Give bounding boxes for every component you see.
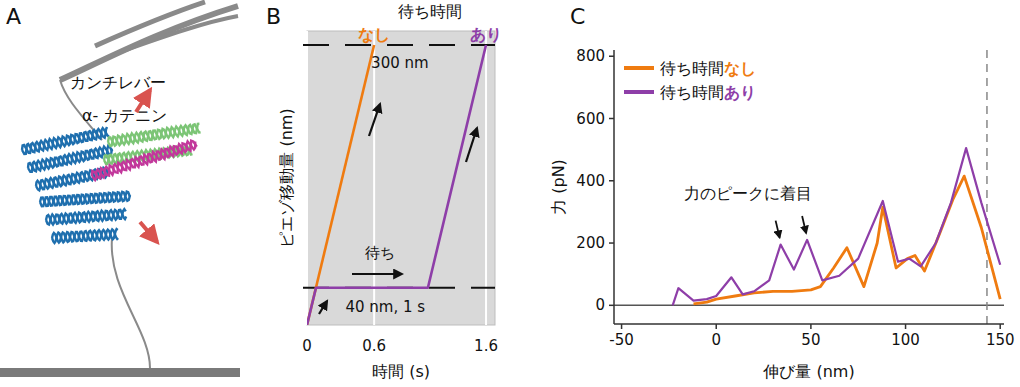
panel-letter: B bbox=[266, 4, 281, 29]
series-group bbox=[307, 45, 486, 325]
tick bbox=[810, 324, 812, 329]
tick-label: 400 bbox=[576, 172, 605, 190]
tick-label: 0 bbox=[711, 331, 721, 349]
arrow bbox=[369, 104, 380, 136]
annotation-arrow bbox=[802, 216, 806, 233]
helix bbox=[28, 146, 112, 171]
tick bbox=[621, 324, 623, 329]
tick bbox=[609, 242, 614, 244]
legend-entry: 待ち時間あり bbox=[660, 83, 756, 102]
panel-a: A カンチレバー α- カテニン bbox=[0, 2, 240, 377]
cantilever bbox=[60, 6, 238, 80]
tick-label: 1.6 bbox=[474, 337, 498, 355]
legend-swatch bbox=[624, 90, 654, 94]
axis-title: 伸び量 (nm) bbox=[762, 362, 854, 381]
annotation-arrow bbox=[776, 221, 780, 238]
substrate bbox=[0, 368, 240, 377]
grid-line bbox=[373, 31, 375, 325]
tick bbox=[609, 305, 614, 307]
plot-area bbox=[307, 31, 495, 325]
tick bbox=[715, 324, 717, 329]
x-axis bbox=[614, 323, 1004, 325]
legend-text: なし bbox=[724, 59, 756, 78]
series-line bbox=[673, 148, 1001, 305]
annotation: 力のピークに着目 bbox=[684, 184, 812, 203]
panel-b: B なし あり待ち時間 300 nm 40 nm, 1 s 待ち 0 0.6 1.6 時間 (s)… bbox=[266, 2, 502, 381]
tick bbox=[999, 324, 1001, 329]
tick-label: 0 bbox=[595, 296, 605, 314]
cantilever bbox=[120, 16, 238, 52]
legend-text: 待ち時間 bbox=[660, 59, 724, 78]
tick-label: 200 bbox=[576, 234, 605, 252]
series-line bbox=[307, 45, 374, 325]
legend-text: あり bbox=[724, 83, 756, 102]
legend-title: 待ち時間 bbox=[398, 2, 462, 21]
tick-label: 50 bbox=[801, 331, 820, 349]
tick bbox=[609, 55, 614, 57]
panel-c: C-500501001500200400600800待ち時間なし待ち時間あり力の… bbox=[549, 4, 1015, 381]
helix bbox=[52, 229, 118, 243]
legend-entry: 待ち時間なし bbox=[660, 59, 756, 78]
tick-label: 100 bbox=[891, 331, 920, 349]
series-line bbox=[307, 45, 486, 325]
helix bbox=[46, 209, 126, 225]
panel-letter: C bbox=[570, 4, 585, 29]
helix bbox=[108, 124, 199, 146]
helix bbox=[92, 141, 197, 180]
tick-label: 150 bbox=[986, 331, 1015, 349]
tick bbox=[609, 118, 614, 120]
axis-title: 時間 (s) bbox=[372, 362, 430, 381]
arrow bbox=[352, 273, 402, 275]
grid-line bbox=[485, 31, 487, 325]
reference-line bbox=[986, 50, 988, 324]
helix bbox=[40, 192, 130, 207]
arrow bbox=[319, 301, 327, 314]
label: α- カテニン bbox=[82, 106, 167, 125]
legend-text: 待ち時間 bbox=[660, 83, 724, 102]
y-axis bbox=[613, 50, 615, 324]
series-group bbox=[673, 148, 1001, 305]
helix bbox=[40, 192, 130, 206]
grid-line bbox=[306, 31, 308, 325]
helix bbox=[46, 210, 126, 225]
axis-title: 力 (pN) bbox=[549, 159, 568, 215]
tick-label: 0 bbox=[302, 337, 312, 355]
helix bbox=[92, 141, 195, 178]
tick bbox=[905, 324, 907, 329]
legend-entry: なし bbox=[358, 25, 390, 44]
tick-label: 800 bbox=[576, 47, 605, 65]
figure: Aカンチレバーα- カテニンBなしあり待ち時間300 nm40 nm, 1 s待… bbox=[0, 0, 1020, 387]
annotation: 待ち bbox=[365, 244, 395, 262]
annotation: 300 nm bbox=[371, 54, 429, 72]
label: カンチレバー bbox=[70, 73, 166, 92]
helix bbox=[52, 229, 118, 243]
arrow bbox=[466, 128, 477, 162]
level-line bbox=[303, 44, 495, 46]
tick-label: 600 bbox=[576, 110, 605, 128]
legend-swatch bbox=[624, 66, 654, 70]
panel-letter: A bbox=[6, 4, 21, 29]
annotation: 40 nm, 1 s bbox=[346, 298, 426, 316]
axis-title: ピエゾ移動量 (nm) bbox=[277, 108, 296, 247]
tick bbox=[609, 180, 614, 182]
tick-label: -50 bbox=[609, 331, 634, 349]
tether bbox=[112, 238, 150, 368]
tick-label: 0.6 bbox=[362, 337, 386, 355]
legend-entry: あり bbox=[470, 25, 502, 44]
force-arrow bbox=[140, 222, 157, 242]
